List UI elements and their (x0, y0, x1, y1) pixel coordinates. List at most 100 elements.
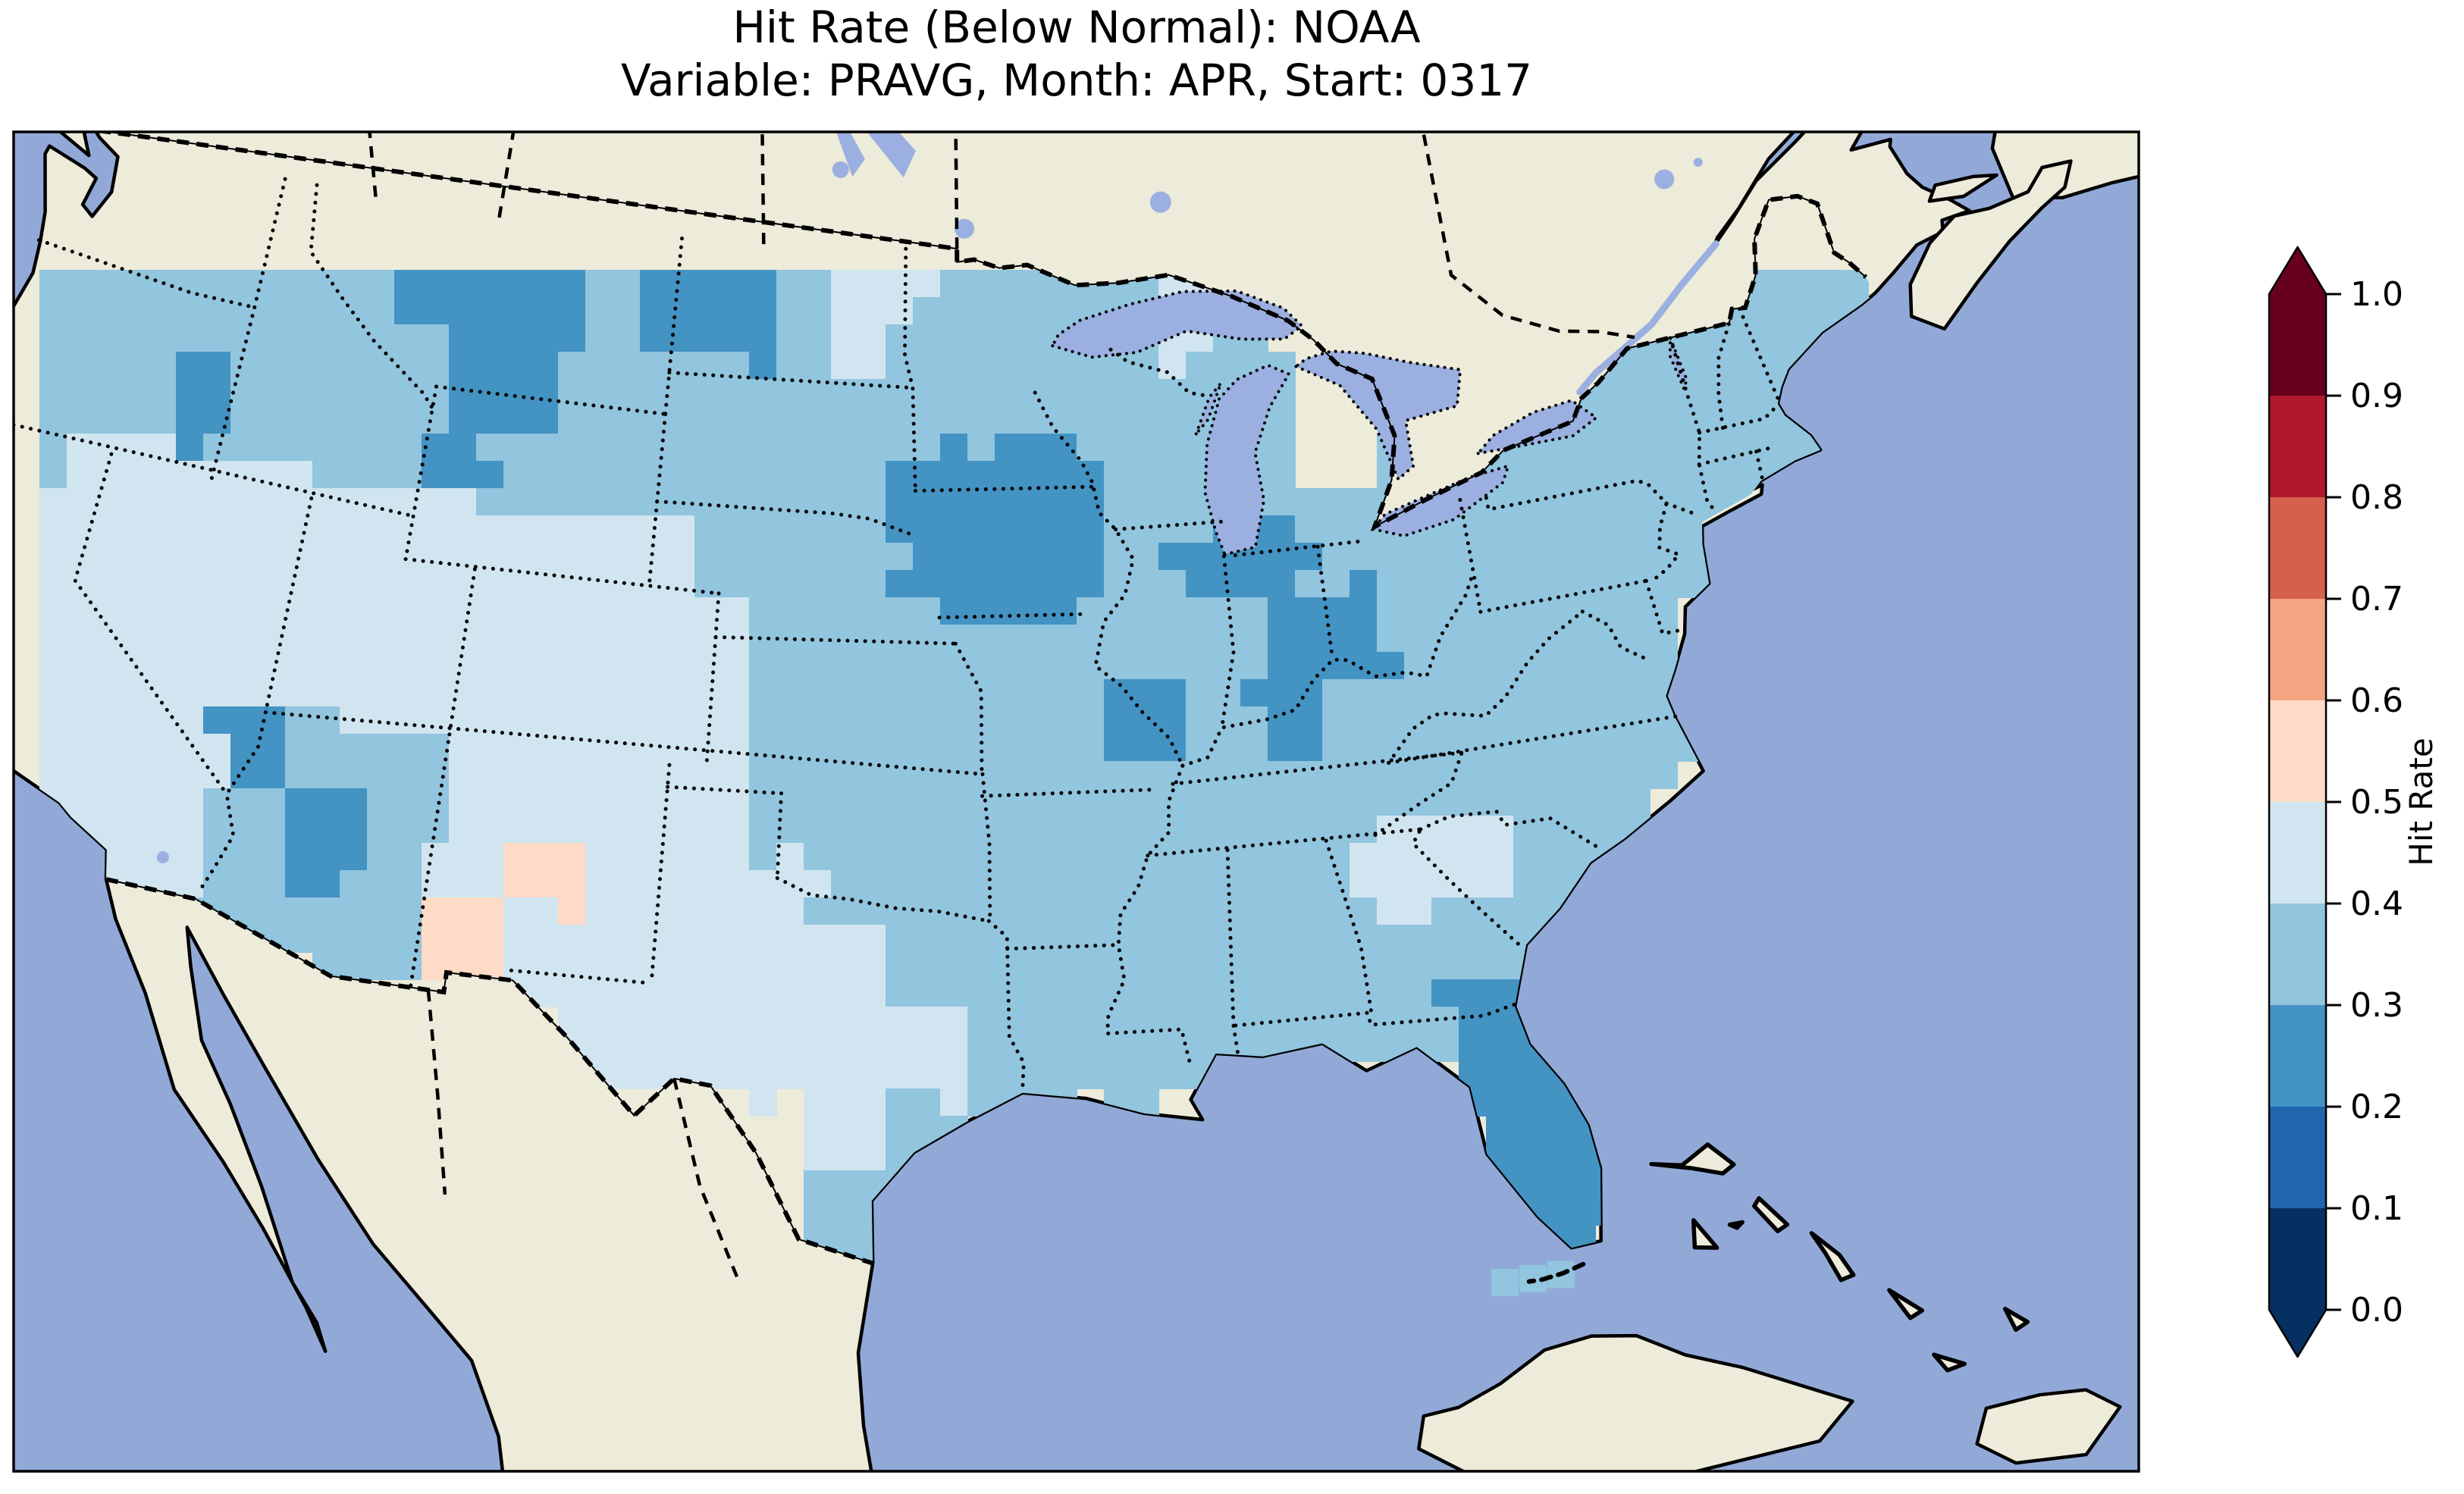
state-border (403, 557, 721, 596)
international-border (105, 877, 874, 1266)
grid-cell (831, 570, 859, 598)
grid-cell (394, 788, 422, 816)
grid-cell (558, 461, 586, 489)
grid-cell (940, 570, 968, 598)
grid-cell (1213, 352, 1241, 380)
grid-cell (422, 570, 450, 598)
grid-cell (1268, 406, 1296, 434)
colorbar-tick-label: 0.3 (2350, 986, 2403, 1025)
grid-cell (1568, 679, 1596, 707)
state-border (1419, 810, 1603, 852)
grid-cell (1295, 1007, 1323, 1035)
grid-cell (1541, 652, 1569, 680)
grid-cell (476, 461, 504, 489)
state-border (263, 710, 985, 776)
grid-cell (995, 897, 1023, 926)
grid-cell (121, 488, 149, 516)
grid-cell (367, 870, 395, 898)
grid-cell (640, 352, 668, 380)
grid-cell (694, 870, 723, 898)
grid-cell (667, 897, 695, 926)
grid-cell (1541, 625, 1569, 653)
grid-cell (1077, 761, 1105, 789)
grid-cell (1022, 979, 1050, 1007)
grid-cell (585, 788, 613, 816)
grid-cell (1186, 897, 1214, 926)
grid-cell (1104, 925, 1132, 953)
grid-cell (1268, 543, 1296, 571)
grid-cell (121, 543, 149, 571)
grid-cell (394, 843, 422, 871)
grid-cell (1431, 897, 1459, 926)
grid-cell (1240, 706, 1268, 734)
grid-cell (967, 406, 995, 434)
grid-cell (476, 434, 504, 462)
grid-cell (913, 434, 941, 462)
grid-cell (558, 570, 586, 598)
grid-cell (1650, 406, 1678, 434)
grid-cell (1541, 515, 1569, 543)
grid-cell (749, 816, 777, 844)
grid-cell (858, 570, 886, 598)
grid-cell (913, 734, 941, 762)
grid-cell (1131, 543, 1159, 571)
grid-cell (94, 379, 122, 407)
grid-cell (94, 652, 122, 680)
grid-cell (449, 897, 477, 926)
grid-cell (667, 625, 695, 653)
state-border (1484, 478, 1682, 581)
grid-cell (1541, 843, 1569, 871)
grid-cell (858, 870, 886, 898)
grid-cell (503, 434, 531, 462)
grid-cell (749, 543, 777, 571)
grid-cell (449, 925, 477, 953)
grid-cell (886, 979, 914, 1007)
grid-cell (1158, 379, 1187, 407)
grid-cell (585, 515, 613, 543)
grid-cell (1213, 788, 1241, 816)
grid-cell (1213, 897, 1241, 926)
grid-cell (367, 270, 395, 298)
grid-cell (804, 734, 832, 762)
grid-cell (531, 679, 559, 707)
grid-cell (531, 897, 559, 926)
grid-cell (230, 843, 259, 871)
grid-cell (940, 788, 968, 816)
grid-cell (285, 706, 313, 734)
colorbar-tick-label: 1.0 (2350, 275, 2403, 314)
grid-cell (1240, 679, 1268, 707)
grid-cell (995, 870, 1023, 898)
grid-cell (1131, 761, 1159, 789)
grid-cell (640, 706, 668, 734)
grid-cell (995, 515, 1023, 543)
grid-cell (1541, 543, 1569, 571)
grid-cell (1595, 543, 1623, 571)
grid-cell (94, 679, 122, 707)
grid-cell (422, 706, 450, 734)
grid-cell (1158, 488, 1187, 516)
grid-cell (613, 434, 641, 462)
grid-cell (67, 652, 95, 680)
grid-cell (694, 652, 723, 680)
grid-cell (1104, 488, 1132, 516)
grid-cell (503, 270, 531, 298)
grid-cell (121, 625, 149, 653)
grid-cell (858, 406, 886, 434)
admin1-border (1421, 132, 1635, 340)
grid-cell (1104, 1061, 1132, 1089)
grid-cell (1158, 570, 1187, 598)
grid-cell (940, 297, 968, 325)
grid-cell (776, 870, 804, 898)
grid-cell (1213, 706, 1241, 734)
grid-cell (1459, 816, 1487, 844)
grid-cell (1240, 652, 1268, 680)
grid-cell (749, 597, 777, 625)
grid-cell (858, 734, 886, 762)
grid-cell (476, 925, 504, 953)
grid-cell (340, 406, 368, 434)
grid-cell (1377, 952, 1405, 980)
grid-cell (667, 816, 695, 844)
grid-cell (1240, 570, 1268, 598)
grid-cell (858, 1088, 886, 1117)
grid-cell (1158, 352, 1187, 380)
